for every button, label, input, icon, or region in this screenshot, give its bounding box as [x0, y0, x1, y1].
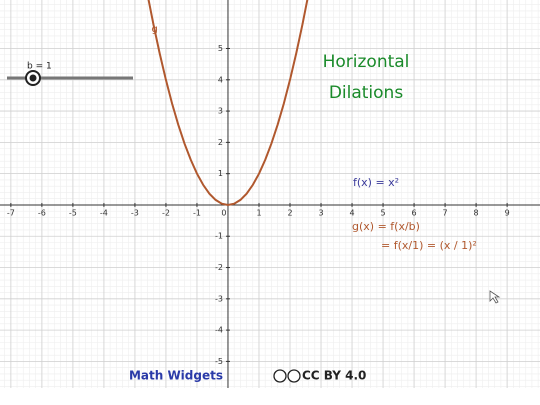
x-tick-label: 8: [474, 208, 479, 217]
x-tick-label: 3: [318, 208, 323, 217]
y-tick-label: -2: [215, 263, 223, 272]
y-tick-label: -1: [215, 232, 223, 241]
g-label: = f(x/1) = (x / 1)²: [381, 239, 477, 252]
y-tick-label: 5: [218, 44, 223, 53]
x-tick-label: -7: [7, 208, 15, 217]
slider-handle-dot: [29, 74, 37, 82]
by-icon: [287, 369, 301, 383]
slider-label: b = 1: [27, 62, 52, 72]
curve: [147, 0, 309, 207]
y-tick-label: 1: [218, 169, 223, 178]
axes: -7 -6 -5 -4 -3 -2 -1 0 1 2 3 4 5 6 7 8 9 -5 -4 -3 -2 -1 1 2 3 4 5: [0, 0, 540, 388]
x-tick-label: -2: [162, 208, 170, 217]
title-line: Dilations: [329, 83, 404, 103]
x-tick-label: 4: [349, 208, 354, 217]
footer-brand: Math Widgets: [129, 369, 223, 383]
x-tick-label: 5: [381, 208, 386, 217]
grid: [0, 0, 540, 388]
x-tick-label: -4: [100, 208, 108, 217]
plot: [147, 0, 309, 207]
x-tick-label: 2: [287, 208, 292, 217]
f-label: f(x) = x²: [353, 176, 399, 189]
footer-license: CC BY 4.0: [302, 369, 366, 383]
y-tick-label: 4: [218, 75, 223, 84]
y-tick-label: 2: [218, 138, 223, 147]
x-tick-label: -3: [131, 208, 139, 217]
x-tick-label: 1: [256, 208, 261, 217]
x-tick-label: -5: [69, 208, 77, 217]
curve-label: g: [152, 24, 158, 35]
y-tick-label: -3: [215, 294, 223, 303]
cc-icon: [273, 369, 287, 383]
x-tick-label: 6: [412, 208, 417, 217]
x-tick-label: -1: [193, 208, 201, 217]
y-tick-label: -4: [215, 326, 223, 335]
title-line: Horizontal: [323, 52, 410, 72]
cursor: [489, 290, 501, 304]
x-tick-label: 7: [443, 208, 448, 217]
g-label: g(x) = f(x/b): [352, 220, 420, 233]
x-tick-label: -6: [38, 208, 46, 217]
x-tick-label: 9: [505, 208, 510, 217]
x-tick-label: 0: [221, 208, 226, 217]
y-tick-label: -5: [215, 357, 223, 366]
y-tick-label: 3: [218, 107, 223, 116]
